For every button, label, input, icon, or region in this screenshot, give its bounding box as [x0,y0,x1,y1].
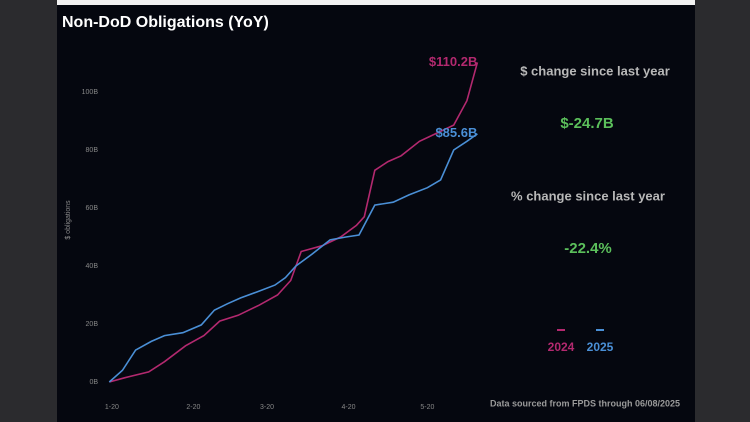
series-line [109,62,479,383]
x-tick-label: 4-20 [342,404,356,411]
stat-label: % change since last year [511,188,665,203]
end-label: $110.2B [429,54,477,69]
y-tick-label: 60B [86,205,99,212]
series-line [108,133,478,383]
stat-value: -22.4% [564,240,612,257]
y-tick-label: 0B [89,379,98,386]
top-strip [57,0,695,5]
y-tick-label: 100B [82,89,99,96]
legend-label: 2025 [587,340,614,354]
x-tick-label: 2-20 [186,404,200,411]
x-tick-label: 1-20 [105,404,119,411]
legend-label: 2024 [548,340,575,354]
footer: Data sourced from FPDS through 06/08/202… [490,398,680,408]
stat-label: $ change since last year [520,63,670,78]
x-tick-label: 3-20 [260,404,274,411]
x-tick-label: 5-20 [420,404,434,411]
end-label: $85.6B [435,125,477,140]
chart-title: Non-DoD Obligations (YoY) [62,14,269,31]
stat-value: $-24.7B [560,115,614,132]
y-tick-label: 20B [86,321,99,328]
chart-panel [57,0,695,422]
y-axis-label: $ obligations [65,200,72,240]
y-tick-label: 80B [86,147,99,154]
y-tick-label: 40B [86,263,99,270]
